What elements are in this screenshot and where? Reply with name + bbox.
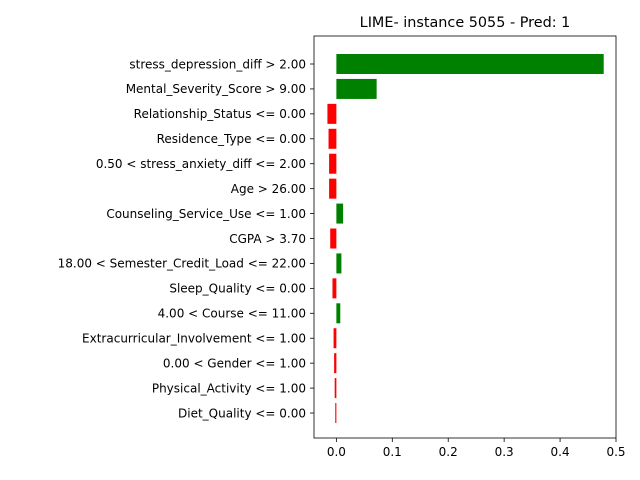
bar xyxy=(335,403,337,424)
x-tick-label: 0.2 xyxy=(439,445,458,459)
y-tick-label: Diet_Quality <= 0.00 xyxy=(178,406,306,420)
bar xyxy=(332,278,337,299)
y-tick-label: Mental_Severity_Score > 9.00 xyxy=(126,82,306,96)
x-tick-label: 0.4 xyxy=(551,445,570,459)
chart-title: LIME- instance 5055 - Pred: 1 xyxy=(360,15,571,31)
y-tick-label: Physical_Activity <= 1.00 xyxy=(152,381,306,395)
bar xyxy=(334,353,337,374)
y-tick-label: Extracurricular_Involvement <= 1.00 xyxy=(82,332,306,346)
bar xyxy=(333,328,337,349)
x-tick-label: 0.3 xyxy=(495,445,514,459)
y-tick-label: Age > 26.00 xyxy=(231,182,306,196)
y-tick-label: stress_depression_diff > 2.00 xyxy=(129,57,306,71)
x-tick-label: 0.0 xyxy=(327,445,346,459)
y-tick-label: CGPA > 3.70 xyxy=(229,232,306,246)
x-tick-label: 0.5 xyxy=(606,445,625,459)
bar xyxy=(327,103,337,124)
y-tick-label: Counseling_Service_Use <= 1.00 xyxy=(106,207,306,221)
y-tick-label: Residence_Type <= 0.00 xyxy=(157,132,306,146)
y-tick-label: 0.00 < Gender <= 1.00 xyxy=(163,356,306,370)
plot-frame xyxy=(313,35,617,439)
y-tick-label: Sleep_Quality <= 0.00 xyxy=(169,282,306,296)
bar xyxy=(330,228,337,249)
y-tick-label: Relationship_Status <= 0.00 xyxy=(134,107,306,121)
bar xyxy=(328,128,337,149)
bar xyxy=(336,54,604,74)
y-tick-label: 0.50 < stress_anxiety_diff <= 2.00 xyxy=(96,157,306,171)
bar xyxy=(334,378,337,399)
y-tick-label: 4.00 < Course <= 11.00 xyxy=(158,307,306,321)
bar xyxy=(329,153,337,174)
bar xyxy=(329,178,337,199)
bar xyxy=(336,203,344,224)
bar xyxy=(336,78,377,99)
bar xyxy=(336,303,341,324)
x-tick-label: 0.1 xyxy=(383,445,402,459)
bar xyxy=(336,253,342,274)
y-tick-label: 18.00 < Semester_Credit_Load <= 22.00 xyxy=(58,257,306,271)
